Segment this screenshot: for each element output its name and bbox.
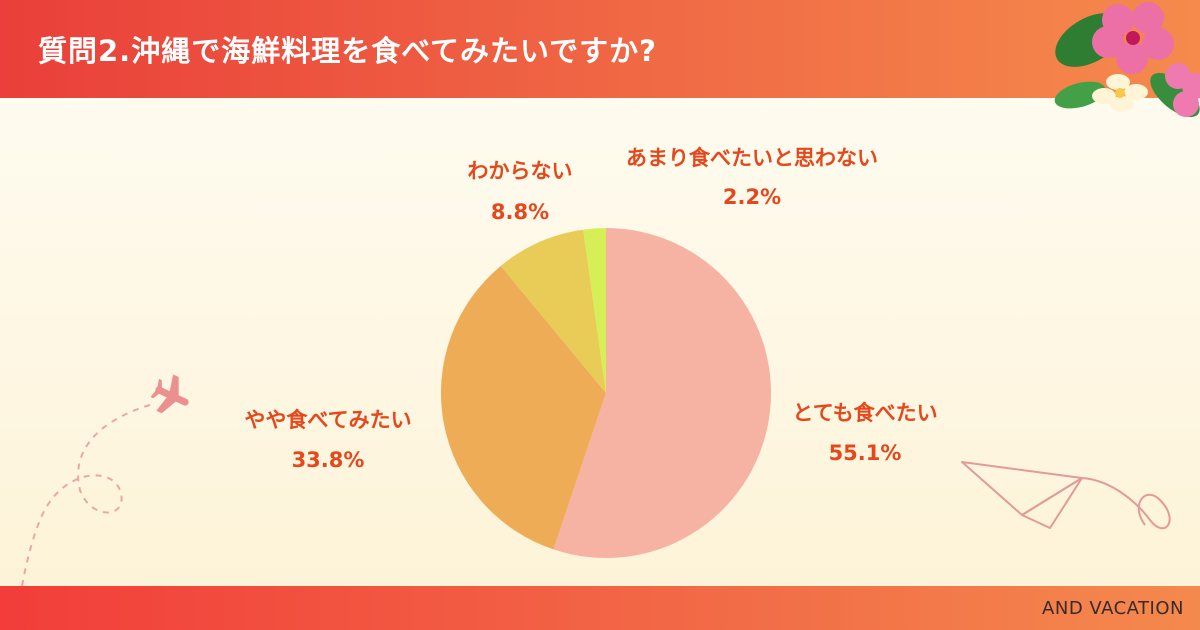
slice-yaya: [441, 265, 606, 550]
paper-plane-icon: [961, 461, 1171, 530]
footer-band: [0, 586, 1200, 630]
brand-name: AND VACATION: [1042, 598, 1184, 619]
page-title: 質問2.沖縄で海鮮料理を食べてみたいですか?: [38, 34, 657, 68]
pie-chart: [441, 228, 771, 558]
value-amari: 2.2%: [723, 185, 781, 209]
airplane-icon: [150, 374, 189, 414]
slice-amari: [583, 228, 606, 393]
value-wakaranai: 8.8%: [491, 200, 549, 224]
label-amari: あまり食べたいと思わない: [626, 146, 878, 170]
label-totemo: とても食べたい: [792, 401, 937, 425]
slice-wakaranai: [500, 229, 606, 393]
label-yaya: やや食べてみたい: [244, 408, 411, 432]
label-wakaranai: わからない: [468, 159, 573, 183]
value-yaya: 33.8%: [292, 448, 365, 472]
header-band: [0, 0, 1200, 98]
slice-totemo: [553, 228, 771, 558]
value-totemo: 55.1%: [829, 441, 902, 465]
flight-path: [21, 404, 151, 587]
hibiscus-flower-icon: [1054, 2, 1200, 118]
